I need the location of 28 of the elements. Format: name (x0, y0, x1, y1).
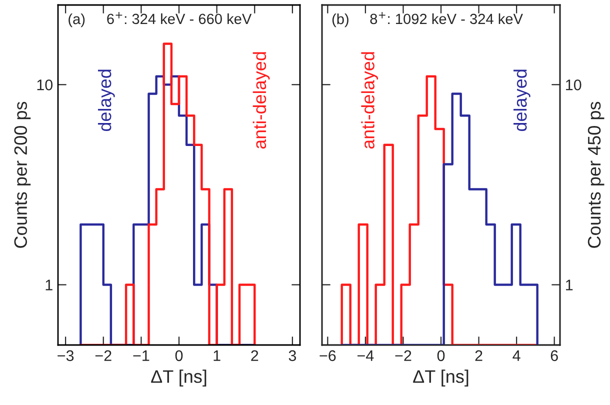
x-tick-label: −4 (357, 350, 374, 361)
x-tick-label: 2 (475, 350, 482, 361)
x-axis-title: ΔT [ns] (151, 370, 206, 386)
x-tick-label: 3 (288, 350, 296, 362)
text: anti-delayed (252, 52, 270, 149)
text: delayed (98, 70, 115, 132)
x-tick-label: 1 (214, 350, 220, 361)
x-tick-label: −1 (133, 350, 150, 361)
y2-tick-label: 10 (566, 80, 582, 90)
y-axis-title: Counts per 200 ps (14, 102, 31, 248)
text: delayed (514, 70, 530, 132)
annotation: 6$^{+}$: 324 keV - 660 keV (107, 12, 252, 24)
x-axis-title: ΔT [ns] (413, 370, 468, 386)
y2-tick-label: 1 (566, 280, 573, 290)
x-tick-label: 2 (251, 350, 258, 361)
x-tick-label: 6 (550, 350, 558, 362)
x-tick-label: −2 (95, 350, 112, 361)
annotation: (b) (332, 14, 348, 28)
x-tick-label: 0 (437, 350, 445, 362)
x-tick-label: 4 (512, 350, 520, 361)
text: anti-delayed (361, 52, 378, 149)
annotation: 8$^{+}$: 1092 keV - 324 keV (370, 12, 523, 24)
annotation: (a) (68, 14, 85, 28)
x-tick-label: −2 (395, 350, 412, 361)
x-tick-label: 0 (175, 350, 183, 362)
x-tick-label: −6 (320, 350, 336, 362)
y2-axis-title: Counts per 450 ps (588, 102, 604, 248)
x-tick-label: −3 (58, 350, 74, 362)
